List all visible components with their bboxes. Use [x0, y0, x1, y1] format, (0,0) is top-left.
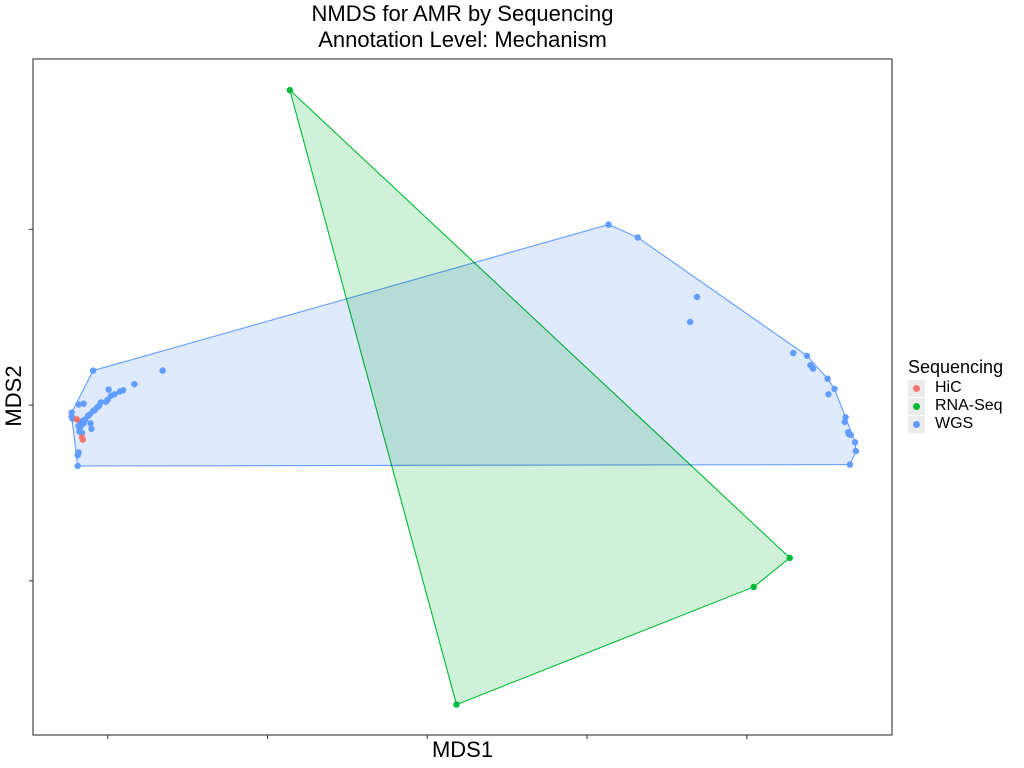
- point-wgs-52: [851, 439, 859, 446]
- point-wgs-53: [852, 447, 860, 455]
- x-axis-label: MDS1: [431, 737, 494, 762]
- legend-label-rna-seq: RNA-Seq: [935, 397, 1003, 414]
- point-wgs-45: [831, 385, 838, 393]
- legend-dot-rna-seq: [913, 402, 920, 410]
- legend-label-wgs: WGS: [935, 415, 974, 432]
- legend-title: Sequencing: [908, 357, 1004, 377]
- legend-item-hic: HiC: [908, 379, 1003, 397]
- point-wgs-3: [686, 318, 694, 326]
- chart-title: NMDS for AMR by Sequencing: [311, 1, 614, 26]
- legend-item-rna-seq: RNA-Seq: [908, 397, 1003, 415]
- point-wgs-54: [846, 461, 854, 468]
- point-wgs-5: [159, 367, 166, 374]
- point-wgs-40: [790, 349, 797, 357]
- point-wgs-38: [75, 449, 82, 456]
- point-wgs-30: [75, 401, 82, 408]
- point-wgs-48: [841, 418, 848, 426]
- point-rna-seq-2: [750, 583, 757, 591]
- point-wgs-2: [693, 293, 701, 301]
- point-wgs-29: [78, 429, 86, 437]
- point-wgs-31: [80, 400, 87, 407]
- legend-key-hic: [908, 379, 925, 397]
- point-rna-seq-3: [453, 701, 460, 708]
- y-axis-label: MDS2: [1, 365, 26, 427]
- point-wgs-13: [102, 398, 110, 405]
- point-wgs-43: [809, 365, 817, 372]
- point-wgs-8: [116, 388, 123, 395]
- point-wgs-39: [74, 462, 81, 470]
- legend-dot-hic: [913, 384, 920, 392]
- point-wgs-0: [605, 221, 612, 228]
- point-wgs-12: [105, 386, 112, 393]
- legend: Sequencing HiC RNA-Seq WGS: [908, 355, 1003, 433]
- point-wgs-44: [824, 375, 831, 382]
- point-hic-2: [78, 434, 86, 441]
- point-wgs-41: [803, 352, 811, 359]
- point-wgs-46: [825, 391, 832, 398]
- legend-label-hic: HiC: [935, 379, 962, 396]
- legend-dot-wgs: [913, 420, 920, 428]
- point-wgs-27: [75, 422, 82, 430]
- point-wgs-47: [842, 414, 849, 421]
- point-wgs-6: [131, 380, 138, 388]
- point-layer: [68, 86, 860, 708]
- hull-layer: [71, 88, 857, 706]
- chart-subtitle: Annotation Level: Mechanism: [318, 27, 607, 52]
- legend-item-wgs: WGS: [908, 415, 1003, 433]
- legend-key-wgs: [908, 415, 925, 433]
- point-rna-seq-1: [786, 554, 793, 562]
- legend-key-rna-seq: [908, 397, 925, 415]
- point-wgs-1: [634, 234, 641, 241]
- point-wgs-33: [88, 425, 95, 432]
- panel-border: [32, 58, 893, 736]
- point-hic-0: [73, 416, 81, 423]
- point-wgs-4: [89, 367, 97, 374]
- point-wgs-51: [847, 431, 854, 439]
- axis-ticks: [29, 228, 748, 739]
- point-wgs-26: [80, 420, 87, 427]
- point-wgs-32: [87, 420, 94, 427]
- point-rna-seq-0: [286, 86, 294, 94]
